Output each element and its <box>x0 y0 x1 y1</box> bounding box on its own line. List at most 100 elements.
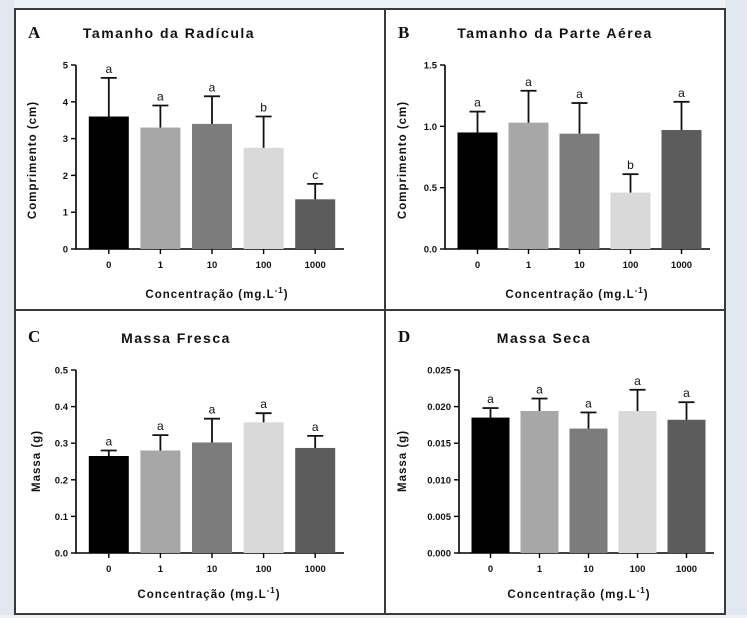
bar <box>569 428 608 553</box>
x-tick-label: 1000 <box>305 564 326 575</box>
panel-letter: C <box>28 327 40 346</box>
y-tick-label: 0.5 <box>55 366 69 377</box>
y-tick-label: 1 <box>63 208 69 219</box>
significance-label: a <box>474 96 481 110</box>
bar <box>140 450 181 553</box>
y-tick-label: 4 <box>63 97 69 108</box>
significance-label: a <box>157 89 164 103</box>
x-tick-label: 0 <box>106 564 111 575</box>
bar <box>192 123 232 249</box>
x-tick-label: 1000 <box>305 260 326 271</box>
y-tick-label: 0.015 <box>427 439 451 450</box>
y-tick-label: 0.025 <box>427 366 451 377</box>
bar <box>667 419 706 553</box>
y-tick-label: 0.0 <box>424 245 437 256</box>
x-axis-label-superscript: -1 <box>267 586 276 595</box>
panel-b: B Tamanho da Parte Aérea 0.0 0.5 1.0 1.5 a 0 a 1 a… <box>384 8 726 311</box>
significance-label: b <box>627 158 634 172</box>
bar <box>88 456 129 553</box>
x-axis-label-main: Concentração (mg.L <box>507 589 636 601</box>
bar <box>140 127 181 249</box>
x-axis-label: Concentração (mg.L-1) <box>145 286 288 301</box>
significance-label: a <box>209 403 216 417</box>
y-axis-label: Comprimento (cm) <box>397 101 409 219</box>
significance-label: b <box>260 101 267 115</box>
significance-label: a <box>157 419 164 433</box>
bar <box>192 442 232 553</box>
significance-label: a <box>525 75 532 89</box>
y-tick-label: 0.2 <box>55 475 68 486</box>
significance-label: a <box>576 87 583 101</box>
x-axis-label-main: Concentração (mg.L <box>145 289 274 301</box>
panel-letter: B <box>398 23 409 42</box>
chart-c-svg: C Massa Fresca 0.0 0.1 0.2 0.3 0.4 0.5 a 0 a 1 a 10 a 1… <box>28 327 344 601</box>
significance-label: a <box>634 374 641 388</box>
x-tick-label: 0 <box>106 260 111 271</box>
chart-title: Massa Seca <box>497 330 591 346</box>
x-tick-label: 100 <box>256 260 272 271</box>
y-tick-label: 3 <box>63 134 68 145</box>
x-tick-label: 1000 <box>676 564 697 575</box>
x-axis-label-suffix: ) <box>644 289 649 301</box>
bar <box>508 122 549 249</box>
y-tick-label: 0.1 <box>55 512 69 523</box>
x-tick-label: 10 <box>574 260 585 271</box>
panel-a: A Tamanho da Radícula 0 1 2 3 4 5 a 0 a 1 a 10 b 100 c 10… <box>14 8 386 311</box>
x-tick-label: 1 <box>526 260 532 271</box>
panel-letter: A <box>28 23 41 42</box>
y-tick-label: 2 <box>63 171 68 182</box>
significance-label: a <box>487 392 494 406</box>
chart-b-svg: B Tamanho da Parte Aérea 0.0 0.5 1.0 1.5 a 0 a 1 a… <box>397 23 710 301</box>
x-tick-label: 1 <box>158 564 164 575</box>
x-tick-label: 1000 <box>671 260 692 271</box>
x-axis-label-superscript: -1 <box>275 286 284 295</box>
panel-d: D Massa Seca 0.000 0.005 0.010 0.015 0.020 0.02… <box>384 309 726 615</box>
background-strip-right <box>725 0 747 615</box>
background-strip-left <box>0 0 14 615</box>
significance-label: a <box>209 80 216 94</box>
x-tick-label: 0 <box>475 260 480 271</box>
x-tick-label: 10 <box>583 564 594 575</box>
x-tick-label: 100 <box>256 564 272 575</box>
y-axis-label: Massa (g) <box>397 430 409 492</box>
y-tick-label: 0.005 <box>427 512 451 523</box>
bar <box>661 130 702 249</box>
significance-label: a <box>585 396 592 410</box>
significance-label: a <box>678 86 685 100</box>
x-tick-label: 1 <box>537 564 543 575</box>
panel-c: C Massa Fresca 0.0 0.1 0.2 0.3 0.4 0.5 a 0 a 1 a 10 a 1… <box>14 309 386 615</box>
y-tick-label: 0.0 <box>55 549 68 560</box>
chart-d-svg: D Massa Seca 0.000 0.005 0.010 0.015 0.020 0.02… <box>397 327 714 601</box>
bar <box>243 147 284 249</box>
x-tick-label: 100 <box>623 260 639 271</box>
bar <box>457 132 498 249</box>
y-tick-label: 5 <box>63 61 69 72</box>
chart-title: Tamanho da Radícula <box>83 25 255 41</box>
chart-title: Tamanho da Parte Aérea <box>457 25 653 41</box>
bar <box>295 199 336 249</box>
x-axis-label-superscript: -1 <box>637 586 646 595</box>
panel-letter: D <box>398 327 410 346</box>
significance-label: a <box>312 420 319 434</box>
bar <box>88 116 129 250</box>
x-axis-label-superscript: -1 <box>635 286 644 295</box>
x-tick-label: 1 <box>158 260 164 271</box>
bar <box>610 192 651 249</box>
x-axis-label: Concentração (mg.L-1) <box>507 586 650 601</box>
x-axis-label-main: Concentração (mg.L <box>505 289 634 301</box>
chart-a-svg: A Tamanho da Radícula 0 1 2 3 4 5 a 0 a 1 a 10 b 100 c 10… <box>27 23 344 301</box>
chart-title: Massa Fresca <box>121 330 231 346</box>
x-axis-label-main: Concentração (mg.L <box>137 589 266 601</box>
bar <box>618 410 657 553</box>
x-axis-label: Concentração (mg.L-1) <box>505 286 648 301</box>
significance-label: a <box>683 386 690 400</box>
bar <box>243 422 284 553</box>
significance-label: a <box>105 435 112 449</box>
y-tick-label: 0.010 <box>427 475 451 486</box>
x-axis-label: Concentração (mg.L-1) <box>137 586 280 601</box>
bar <box>295 447 336 553</box>
x-tick-label: 10 <box>207 564 218 575</box>
significance-label: a <box>536 383 543 397</box>
y-tick-label: 0.5 <box>424 183 438 194</box>
y-tick-label: 0.020 <box>427 402 451 413</box>
